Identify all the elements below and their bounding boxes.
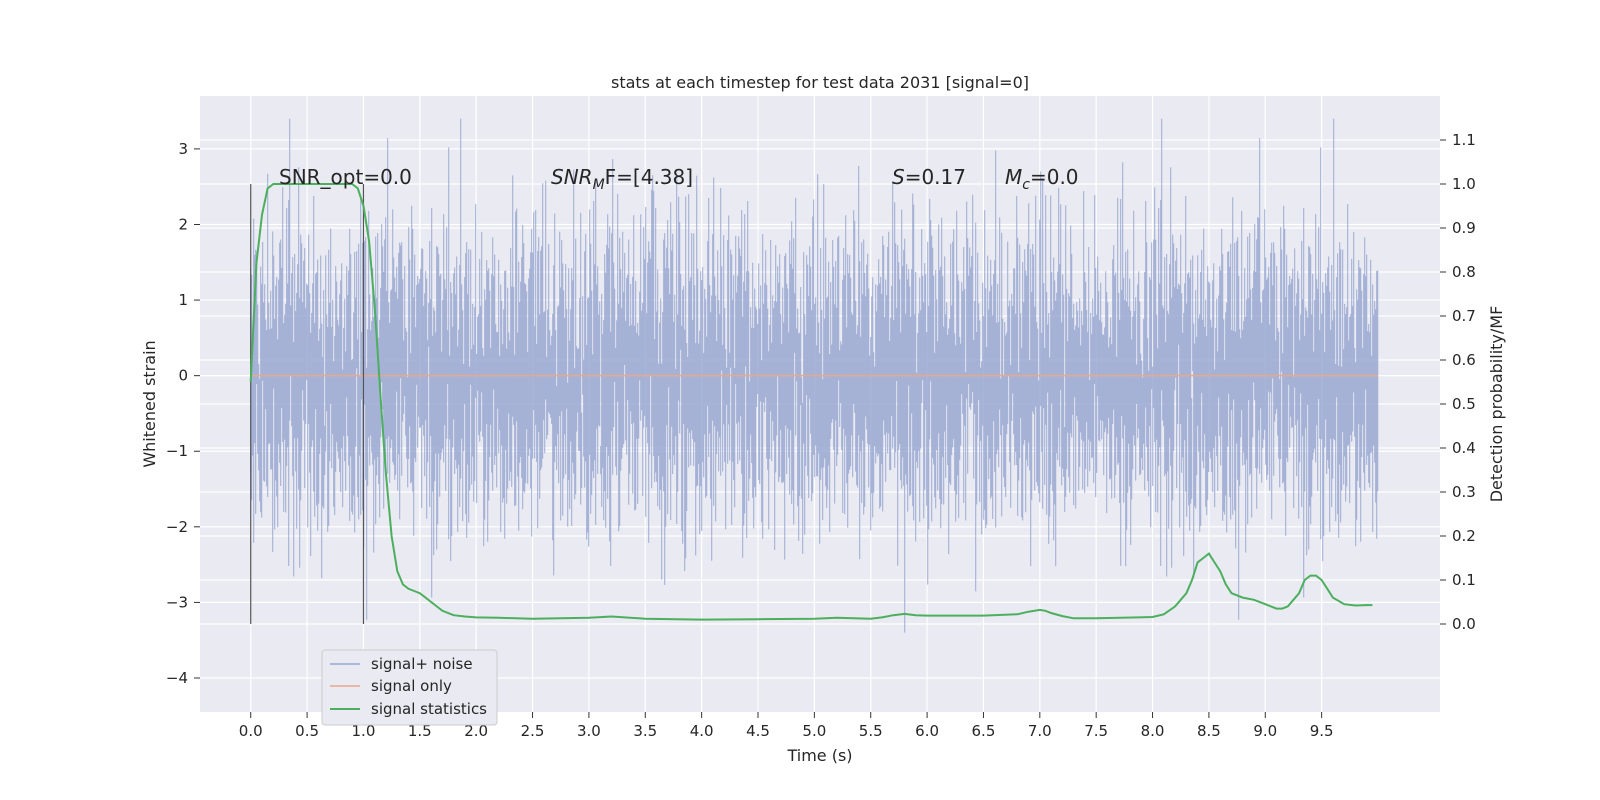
x-tick-label: 9.5: [1310, 722, 1334, 740]
x-tick-label: 2.5: [521, 722, 545, 740]
y-tick-label: 0: [178, 367, 188, 385]
x-tick-label: 0.5: [295, 722, 319, 740]
x-tick-label: 6.5: [972, 722, 996, 740]
legend: signal+ noise signal only signal statist…: [321, 649, 498, 726]
right-y-axis-label: Detection probability/MF: [1487, 306, 1506, 503]
marker-vertical-lines: [250, 184, 365, 624]
right-y-tick-label: 0.1: [1452, 571, 1476, 589]
x-tick-label: 8.5: [1197, 722, 1221, 740]
annotation-s: S=0.17: [892, 165, 966, 189]
x-tick-label: 5.0: [802, 722, 826, 740]
x-tick-label: 4.5: [746, 722, 770, 740]
legend-label-signal-only: signal only: [371, 677, 452, 695]
y-axis-label: Whitened strain: [140, 340, 159, 467]
annotation-snr-mf: SNRMF=[4.38]: [551, 165, 693, 193]
right-y-tick-labels: 0.0 0.1 0.2 0.3 0.4 0.5 0.6 0.7 0.8 0.9 1.0 1.1: [1440, 131, 1476, 633]
right-y-tick-label: 1.1: [1452, 131, 1476, 149]
right-y-tick-label: 0.8: [1452, 263, 1476, 281]
annotation-s-value: =0.17: [905, 165, 966, 189]
y-tick-label: −3: [166, 593, 188, 611]
chart-title: stats at each timestep for test data 203…: [611, 73, 1029, 92]
x-tick-label: 5.5: [859, 722, 883, 740]
x-tick-label: 3.0: [577, 722, 601, 740]
x-tick-label: 4.0: [690, 722, 714, 740]
y-tick-label: −2: [166, 518, 188, 536]
legend-label-signal-statistics: signal statistics: [371, 700, 487, 718]
x-tick-label: 2.0: [464, 722, 488, 740]
right-y-tick-label: 1.0: [1452, 175, 1476, 193]
y-tick-label: 1: [178, 291, 188, 309]
x-tick-label: 7.0: [1028, 722, 1052, 740]
x-axis-label: Time (s): [786, 746, 852, 765]
annotation-snr-mf-value: F=[4.38]: [605, 165, 693, 189]
x-tick-label: 6.0: [915, 722, 939, 740]
y-tick-labels: 3 2 1 0 −1 −2 −3 −4: [166, 140, 200, 687]
signal-statistics-line: [249, 183, 1373, 621]
signal-plus-noise-series: [250, 118, 1379, 633]
x-tick-label: 9.0: [1253, 722, 1277, 740]
y-tick-label: −4: [166, 669, 188, 687]
right-y-tick-label: 0.7: [1452, 307, 1476, 325]
legend-label-signal-noise: signal+ noise: [371, 655, 473, 673]
x-tick-label: 7.5: [1084, 722, 1108, 740]
y-tick-label: 2: [178, 215, 188, 233]
x-tick-label: 0.0: [239, 722, 263, 740]
right-y-tick-label: 0.5: [1452, 395, 1476, 413]
annotation-mc: Mc=0.0: [1005, 165, 1079, 193]
y-tick-label: 3: [178, 140, 188, 158]
annotation-snr-opt: SNR_opt=0.0: [279, 165, 412, 189]
x-tick-label: 1.0: [352, 722, 376, 740]
x-tick-labels: 0.0 0.5 1.0 1.5 2.0 2.5 3.0 3.5 4.0 4.5 5.0 5.5 6.0 6…: [239, 712, 1334, 740]
x-tick-label: 8.0: [1141, 722, 1165, 740]
x-tick-label: 3.5: [633, 722, 657, 740]
right-y-tick-label: 0.9: [1452, 219, 1476, 237]
y-tick-label: −1: [166, 442, 188, 460]
right-y-tick-label: 0.3: [1452, 483, 1476, 501]
right-y-tick-label: 0.4: [1452, 439, 1476, 457]
legend-box: [321, 649, 498, 726]
x-tick-label: 1.5: [408, 722, 432, 740]
right-y-tick-label: 0.0: [1452, 615, 1476, 633]
right-y-tick-label: 0.2: [1452, 527, 1476, 545]
right-y-tick-label: 0.6: [1452, 351, 1476, 369]
annotation-mc-value: =0.0: [1030, 165, 1079, 189]
